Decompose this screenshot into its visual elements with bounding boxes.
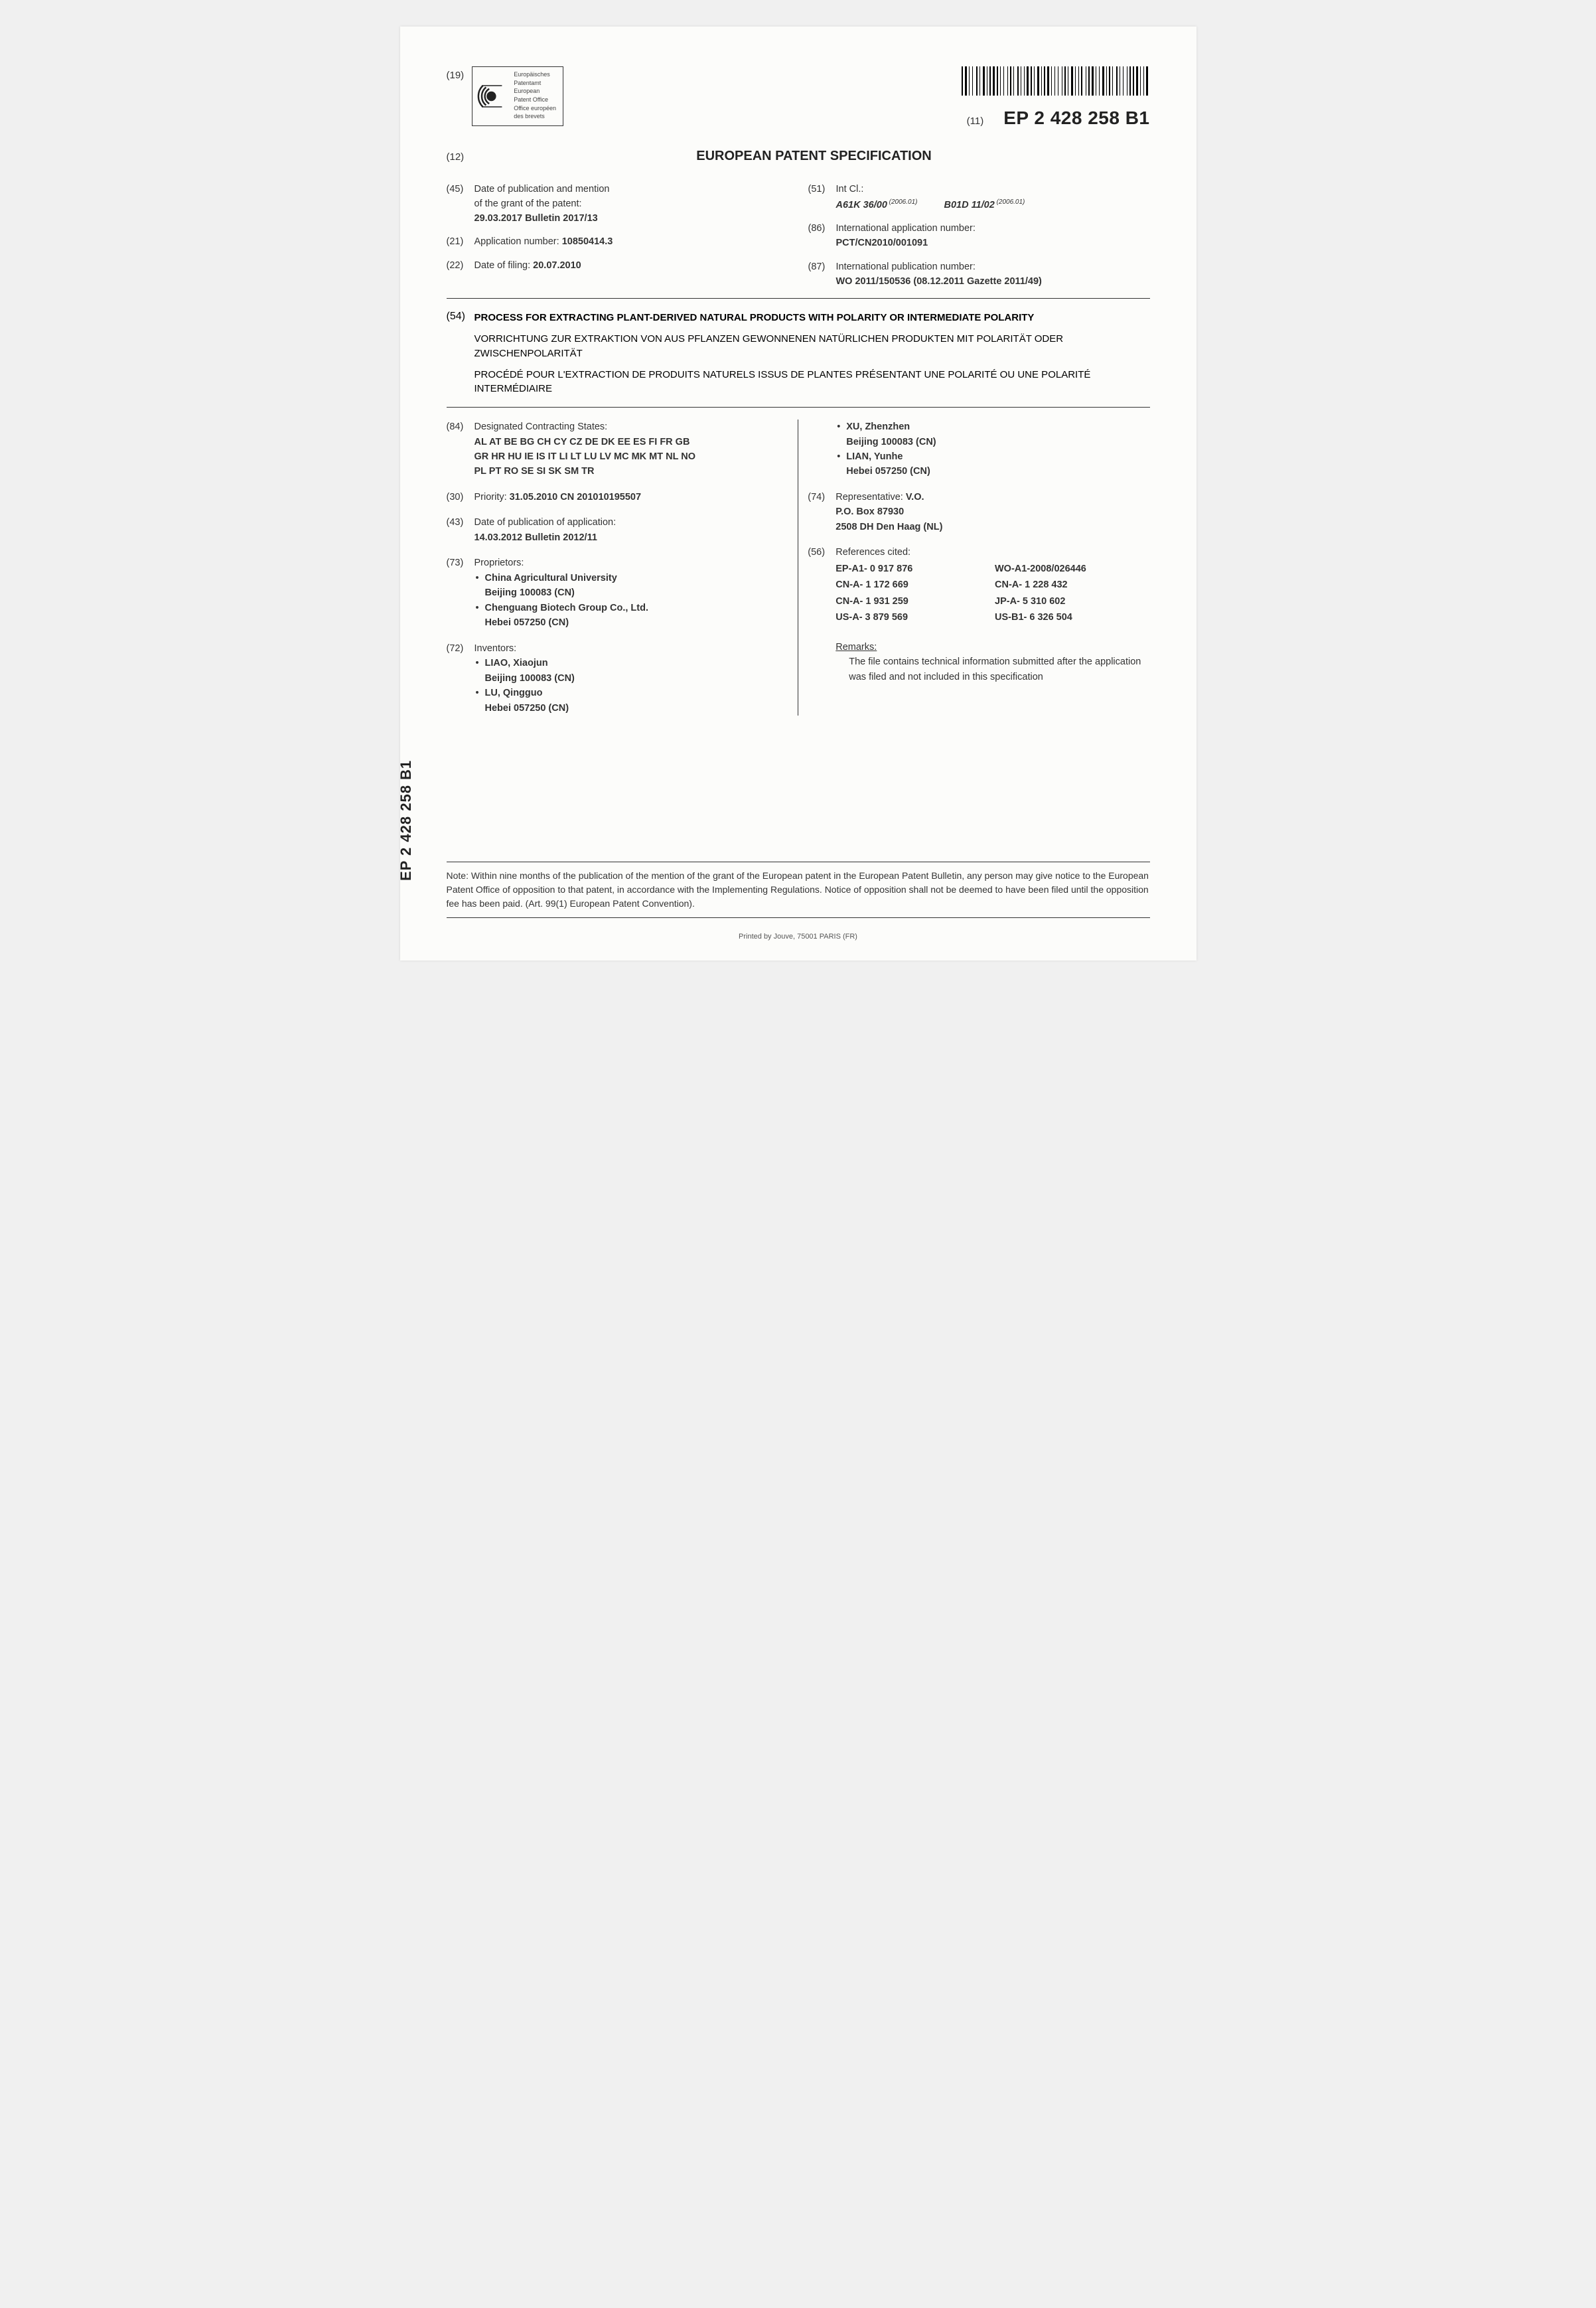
logo-line: des brevets: [514, 113, 556, 121]
spine-number: EP 2 428 258 B1: [398, 760, 415, 881]
document-kind-title: EUROPEAN PATENT SPECIFICATION: [478, 149, 1150, 164]
logo-box: Europäisches Patentamt European Patent O…: [472, 66, 563, 126]
opposition-note: Note: Within nine months of the publicat…: [447, 862, 1150, 918]
code-11: (11): [967, 115, 984, 127]
barcode: [962, 66, 1150, 96]
header-row: (19) Europäisches Patentamt European Pat…: [447, 66, 1150, 129]
lower-left-column: (84)Designated Contracting States:AL AT …: [447, 420, 788, 716]
logo-line: European: [514, 88, 556, 96]
lower-right-column: XU, ZhenzhenBeijing 100083 (CN)LIAN, Yun…: [808, 420, 1149, 716]
title-54-block: (54) PROCESS FOR EXTRACTING PLANT-DERIVE…: [447, 311, 1150, 408]
header-left: (19) Europäisches Patentamt European Pat…: [447, 66, 564, 126]
patent-page: (19) Europäisches Patentamt European Pat…: [400, 27, 1197, 961]
top-info-grid: (45)Date of publication and mentionof th…: [447, 183, 1150, 299]
publication-number: EP 2 428 258 B1: [1003, 108, 1149, 129]
doc-title-row: (12) EUROPEAN PATENT SPECIFICATION: [447, 149, 1150, 164]
top-right-column: (51)Int Cl.:A61K 36/00 (2006.01)B01D 11/…: [808, 183, 1150, 289]
logo-line: Patentamt: [514, 80, 556, 88]
top-left-column: (45)Date of publication and mentionof th…: [447, 183, 788, 289]
lower-grid: (84)Designated Contracting States:AL AT …: [447, 420, 1150, 729]
printer-line: Printed by Jouve, 75001 PARIS (FR): [447, 933, 1150, 941]
title-fr: PROCÉDÉ POUR L'EXTRACTION DE PRODUITS NA…: [474, 368, 1150, 397]
title-de: VORRICHTUNG ZUR EXTRAKTION VON AUS PFLAN…: [474, 332, 1150, 361]
publication-line: (11) EP 2 428 258 B1: [962, 108, 1150, 129]
logo-line: Europäisches: [514, 71, 556, 79]
code-12: (12): [447, 151, 478, 163]
vertical-divider: [798, 420, 799, 716]
title-en: PROCESS FOR EXTRACTING PLANT-DERIVED NAT…: [474, 311, 1035, 325]
header-right: (11) EP 2 428 258 B1: [962, 66, 1150, 129]
code-19: (19): [447, 70, 465, 81]
logo-line: Patent Office: [514, 96, 556, 104]
title-54-item: (54) PROCESS FOR EXTRACTING PLANT-DERIVE…: [447, 311, 1150, 325]
code-54: (54): [447, 311, 474, 325]
logo-text: Europäisches Patentamt European Patent O…: [514, 71, 556, 121]
logo-line: Office européen: [514, 105, 556, 113]
epo-logo-icon: [476, 80, 508, 112]
